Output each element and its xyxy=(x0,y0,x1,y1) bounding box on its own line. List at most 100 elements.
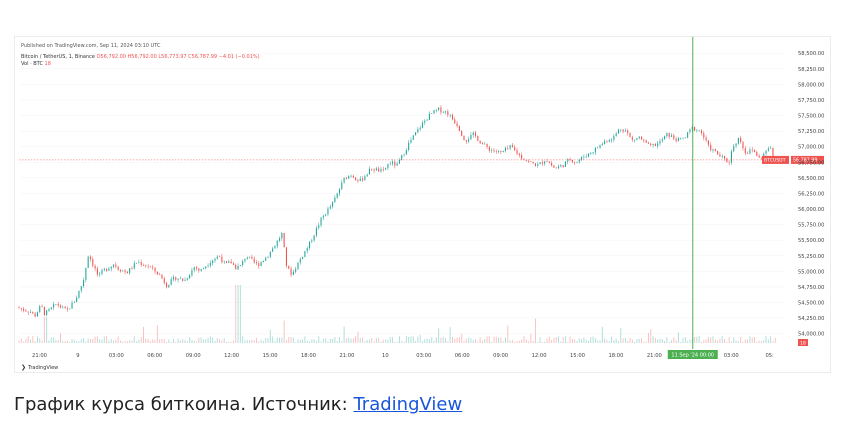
volume-bar xyxy=(403,341,405,343)
candle-body xyxy=(555,167,557,169)
candle-body xyxy=(244,258,246,262)
volume-bar xyxy=(295,341,297,343)
volume-bar xyxy=(509,340,511,343)
candle-body xyxy=(454,119,456,124)
volume-bar xyxy=(521,339,523,343)
volume-bar xyxy=(373,341,375,343)
candle-body xyxy=(83,280,85,287)
candle-body xyxy=(758,155,760,158)
volume-bar xyxy=(149,341,151,343)
candle-body xyxy=(675,138,677,142)
x-tick-label: 03:00 xyxy=(416,353,431,359)
volume-bar xyxy=(472,340,474,343)
candle-body xyxy=(186,278,188,280)
volume-bar xyxy=(528,341,530,343)
volume-bar xyxy=(113,340,115,343)
candle-body xyxy=(311,240,313,242)
volume-bar xyxy=(657,339,659,343)
candle-body xyxy=(101,270,103,274)
candle-body xyxy=(334,197,336,203)
chart-panel[interactable]: BTCUSDT 56,787.99 18 11 Sep '24 00:00 54,00… xyxy=(14,36,831,373)
volume-bar xyxy=(235,285,237,343)
x-tick-label: 06:00 xyxy=(147,353,162,359)
candle-body xyxy=(131,268,133,269)
volume-bar xyxy=(182,339,184,343)
volume-bar xyxy=(186,341,188,343)
volume-bar xyxy=(530,333,532,343)
candle-body xyxy=(103,268,105,271)
candle-body xyxy=(230,261,232,264)
candle-body xyxy=(502,150,504,152)
candle-body xyxy=(366,174,368,177)
volume-bar xyxy=(597,340,599,343)
candle-body xyxy=(145,265,147,267)
candle-body xyxy=(532,161,534,164)
volume-bar xyxy=(539,337,541,343)
candle-body xyxy=(664,136,666,140)
candle-body xyxy=(133,263,135,269)
y-tick-label: 55,750.00 xyxy=(798,223,824,229)
candle-body xyxy=(269,251,271,257)
price-chart-svg[interactable]: BTCUSDT 56,787.99 18 11 Sep '24 00:00 54,00… xyxy=(15,37,830,372)
candle-body xyxy=(39,306,41,313)
volume-bar xyxy=(650,329,652,343)
volume-bar xyxy=(634,341,636,343)
price-tag-symbol: BTCUSDT xyxy=(764,158,786,164)
volume-bar xyxy=(569,336,571,343)
caption-source-link[interactable]: TradingView xyxy=(353,394,463,415)
volume-bar xyxy=(645,341,647,343)
price-tag-symbol-bg xyxy=(762,155,789,164)
candle-body xyxy=(689,129,691,133)
volume-bar xyxy=(177,338,179,343)
tradingview-logo[interactable]: ❯ TradingView xyxy=(21,364,58,371)
volume-bar xyxy=(389,337,391,343)
volume-bar xyxy=(424,339,426,343)
candle-body xyxy=(691,126,693,130)
candle-body xyxy=(412,135,414,140)
candle-body xyxy=(66,308,68,310)
candle-body xyxy=(48,309,50,311)
candle-body xyxy=(657,143,659,146)
volume-bar xyxy=(161,338,163,343)
candle-body xyxy=(89,256,92,260)
volume-bar xyxy=(327,341,329,343)
caption-text: График курса биткоина. Источник: xyxy=(14,394,354,415)
candle-body xyxy=(320,217,322,226)
volume-bar xyxy=(470,338,472,343)
volume-tag-bg xyxy=(798,339,808,346)
volume-bar xyxy=(106,336,108,343)
candle-body xyxy=(357,180,359,181)
candle-body xyxy=(87,256,89,268)
volume-bar xyxy=(55,339,57,343)
candle-body xyxy=(221,256,223,263)
volume-bar xyxy=(431,337,433,343)
candle-body xyxy=(585,156,587,158)
candle-body xyxy=(617,129,620,134)
volume-bar xyxy=(574,339,576,343)
volume-bar xyxy=(717,340,719,343)
volume-bar xyxy=(558,336,560,343)
candle-body xyxy=(232,263,234,265)
volume-bar xyxy=(262,340,264,343)
candle-body xyxy=(184,279,186,281)
volume-bar xyxy=(110,338,112,343)
candle-body xyxy=(163,278,165,283)
volume-bar xyxy=(283,320,285,343)
x-tick-label: 21:00 xyxy=(32,353,47,359)
candle-body xyxy=(571,159,573,163)
volume-bar xyxy=(461,333,463,343)
volume-bar xyxy=(175,341,177,343)
candle-body xyxy=(308,241,311,249)
candle-body xyxy=(50,307,52,310)
volume-bar xyxy=(442,336,444,343)
candle-body xyxy=(468,139,470,142)
volume-bar xyxy=(145,338,147,343)
volume-bar xyxy=(401,341,403,343)
volume-bar xyxy=(290,337,292,343)
candle-body xyxy=(647,142,650,144)
volume-bar xyxy=(126,341,128,343)
candle-body xyxy=(398,159,400,164)
ohlc-values: O56,792.00 H56,792.00 L56,773.97 C56,787… xyxy=(96,54,260,60)
candle-body xyxy=(560,165,562,167)
volume-bar xyxy=(306,340,308,343)
